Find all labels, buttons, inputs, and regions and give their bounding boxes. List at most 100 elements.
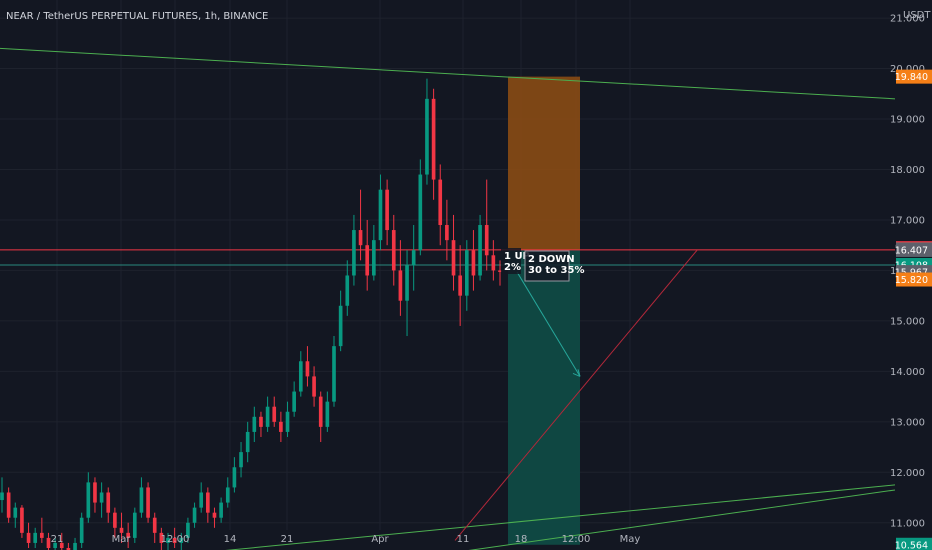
price-tag[interactable]: 15.820	[895, 272, 932, 287]
stop-loss-zone[interactable]	[508, 76, 580, 250]
candle	[186, 517, 190, 543]
candle-body	[285, 411, 290, 432]
time-axis[interactable]: 21 Mar 12:00 14 21 Apr 11 18 12:00 May	[51, 534, 641, 545]
annotation-label[interactable]: 1 UP2%	[501, 248, 530, 274]
candle	[259, 411, 263, 437]
candle-body	[139, 487, 144, 513]
candle	[6, 487, 11, 523]
candle	[372, 225, 376, 281]
candle	[132, 507, 137, 543]
candle-body	[73, 542, 77, 550]
candle-body	[66, 548, 71, 550]
drawing-line[interactable]	[415, 489, 896, 550]
candle	[378, 174, 383, 251]
candle-body	[464, 250, 469, 296]
drawing-line[interactable]	[0, 47, 896, 100]
candle-body	[491, 255, 496, 271]
candle	[279, 411, 283, 443]
candle	[139, 477, 144, 518]
candle	[219, 497, 223, 523]
candle-body	[318, 396, 323, 427]
candle-body	[192, 507, 197, 523]
candle-body	[26, 532, 31, 543]
annotation-text: 1 UP	[504, 251, 530, 262]
candle-body	[86, 482, 91, 518]
candle-body	[59, 542, 64, 548]
candle-body	[20, 507, 24, 533]
candle-body	[245, 431, 250, 453]
candle	[491, 240, 496, 281]
candle-body	[498, 270, 502, 272]
candle-body	[391, 230, 396, 271]
candle	[232, 457, 237, 493]
candle	[352, 214, 356, 286]
candle-body	[225, 487, 230, 503]
candle	[245, 421, 250, 463]
candle-body	[212, 512, 217, 518]
drawing-line[interactable]	[454, 249, 698, 541]
candle	[113, 507, 117, 538]
price-tag[interactable]: 16.407	[895, 242, 932, 257]
candle-body	[99, 492, 104, 503]
price-tag-label: 16.407	[895, 245, 928, 256]
candle-body	[358, 230, 363, 246]
candle-body	[425, 98, 429, 175]
candle-body	[219, 502, 223, 518]
drawing-line[interactable]	[225, 484, 896, 550]
candle	[318, 391, 323, 443]
candle-body	[451, 240, 456, 276]
time-tick-label: 11	[457, 534, 470, 545]
candle	[385, 179, 389, 246]
candle	[225, 477, 230, 508]
candle-body	[6, 492, 11, 518]
candle-body	[232, 467, 237, 488]
price-tag-label: 10.564	[895, 540, 928, 550]
candle	[172, 527, 177, 548]
price-tick-label: 19.000	[890, 115, 925, 126]
chart-title: NEAR / TetherUS PERPETUAL FUTURES, 1h, B…	[6, 11, 268, 22]
candle-body	[53, 542, 57, 548]
candle	[471, 230, 476, 291]
candle-body	[119, 527, 124, 533]
candle	[358, 189, 363, 261]
time-tick-label: Apr	[371, 534, 389, 545]
drawing-line[interactable]	[516, 271, 581, 377]
candle	[99, 482, 104, 518]
candle	[212, 507, 217, 528]
candle-body	[113, 512, 117, 528]
candle	[425, 78, 429, 185]
candles	[0, 78, 502, 550]
take-profit-zone[interactable]	[508, 249, 580, 545]
candle-body	[292, 391, 296, 412]
candle	[66, 542, 71, 550]
candle	[451, 214, 456, 291]
candle	[159, 527, 164, 550]
candle-body	[159, 532, 164, 543]
candle-body	[372, 240, 376, 276]
candle	[398, 240, 403, 316]
candle-body	[398, 270, 403, 301]
candle-body	[438, 179, 443, 226]
candle	[79, 512, 84, 548]
currency-label[interactable]: USDT	[903, 10, 931, 21]
price-axis[interactable]: 21.00020.00019.00018.00017.00016.00015.0…	[890, 14, 932, 550]
candle-body	[338, 305, 343, 347]
candle-body	[332, 346, 336, 402]
candle-body	[352, 230, 356, 276]
candle	[239, 442, 243, 478]
candle-body	[186, 522, 190, 538]
candle	[86, 472, 91, 523]
price-tag-box	[896, 537, 932, 550]
price-tag[interactable]: 19.840	[895, 69, 932, 84]
candle-body	[478, 225, 482, 276]
candle-body	[411, 250, 416, 266]
time-tick-label: May	[620, 534, 641, 545]
candle	[338, 290, 343, 352]
candle	[0, 477, 4, 513]
candle-body	[431, 98, 436, 180]
candle-body	[199, 492, 204, 508]
candle	[192, 502, 197, 528]
position-zones	[508, 76, 580, 545]
price-tag[interactable]: 10.564	[895, 537, 932, 550]
